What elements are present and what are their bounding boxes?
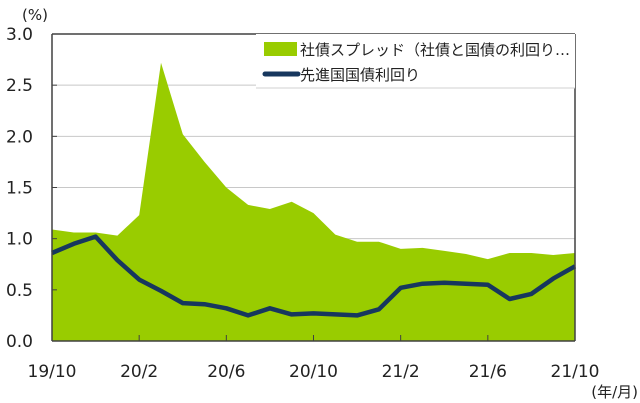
x-tick-label: 20/6 xyxy=(207,362,245,382)
legend: 社債スプレッド（社債と国債の利回り… 先進国国債利回り xyxy=(256,34,575,89)
legend-line-label: 先進国国債利回り xyxy=(300,66,420,84)
x-tick-label: 20/2 xyxy=(120,362,158,382)
x-axis-ticks: 19/10 20/2 20/6 20/10 21/2 21/6 21/10 xyxy=(28,335,600,382)
x-tick-label: 21/6 xyxy=(469,362,507,382)
y-axis-unit-label: (%) xyxy=(22,6,48,24)
y-tick-label: 1.0 xyxy=(6,230,33,250)
y-tick-label: 0.0 xyxy=(6,332,33,352)
x-axis-unit-label: (年/月) xyxy=(591,383,638,401)
government-yield-line xyxy=(51,234,577,318)
x-tick-label: 19/10 xyxy=(28,362,77,382)
x-tick-label: 21/10 xyxy=(551,362,600,382)
legend-area-swatch xyxy=(264,42,297,56)
y-axis-ticks: 0.0 0.5 1.0 1.5 2.0 2.5 3.0 xyxy=(6,25,57,352)
corporate-spread-area xyxy=(52,62,575,341)
x-tick-label: 21/2 xyxy=(382,362,420,382)
y-tick-label: 2.5 xyxy=(6,76,33,96)
y-tick-label: 1.5 xyxy=(6,179,33,199)
y-tick-label: 3.0 xyxy=(6,25,33,45)
x-tick-label: 20/10 xyxy=(289,362,338,382)
legend-area-label: 社債スプレッド（社債と国債の利回り… xyxy=(300,41,570,59)
y-tick-label: 0.5 xyxy=(6,281,33,301)
y-tick-label: 2.0 xyxy=(6,127,33,147)
